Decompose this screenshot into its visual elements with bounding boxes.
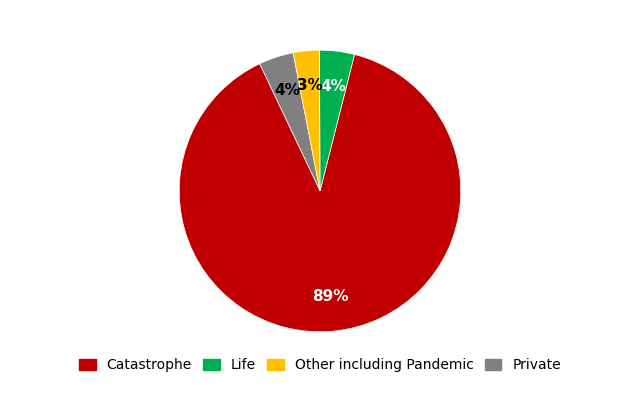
Text: 4%: 4%: [320, 79, 346, 94]
Wedge shape: [179, 54, 461, 332]
Wedge shape: [319, 50, 355, 191]
Wedge shape: [293, 50, 320, 191]
Text: 89%: 89%: [312, 289, 349, 304]
Text: 3%: 3%: [297, 78, 323, 94]
Text: 4%: 4%: [274, 83, 300, 98]
Wedge shape: [260, 53, 320, 191]
Legend: Catastrophe, Life, Other including Pandemic, Private: Catastrophe, Life, Other including Pande…: [74, 352, 566, 378]
